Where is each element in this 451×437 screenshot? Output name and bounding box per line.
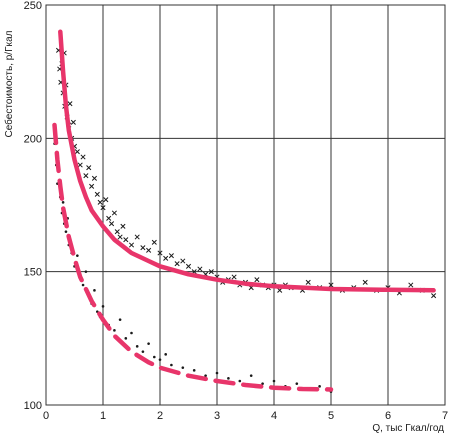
data-point-x (100, 205, 106, 211)
data-point-x (208, 269, 214, 275)
data-point-dot (158, 358, 162, 361)
data-point-x (128, 242, 135, 248)
data-point-x (70, 119, 76, 125)
data-point-dot (227, 377, 230, 380)
data-point-dot (141, 350, 145, 353)
data-point-x (231, 274, 237, 280)
chart-grid (45, 4, 446, 406)
x-tick-label: 2 (157, 410, 163, 422)
data-point-dot (118, 318, 122, 321)
x-axis-label: Q, тыс Гкал/год (372, 423, 444, 434)
data-point-x (91, 175, 98, 181)
data-point-x (111, 210, 117, 216)
data-point-x (114, 229, 120, 235)
data-point-x (140, 245, 146, 251)
data-point-x (97, 199, 103, 205)
data-point-dot (261, 382, 264, 385)
data-point-dot (181, 366, 185, 369)
data-point-x (108, 221, 115, 227)
data-point-x (362, 279, 368, 285)
data-point-dot (130, 331, 133, 335)
data-point-dot (84, 270, 88, 273)
data-point-x (185, 263, 192, 269)
data-point-dot (113, 329, 116, 332)
data-point-dot (153, 355, 156, 359)
y-tick-label: 200 (24, 133, 42, 145)
data-point-x (117, 234, 123, 240)
data-point-dot (76, 254, 79, 257)
data-point-x (77, 162, 83, 168)
data-point-dot (147, 342, 150, 345)
y-tick-label: 150 (24, 267, 42, 279)
data-point-dot (61, 201, 65, 204)
x-tick-label: 5 (328, 410, 334, 422)
data-point-x (180, 258, 186, 264)
data-point-dot (81, 283, 85, 287)
scatter-points (53, 47, 437, 393)
data-point-x (163, 255, 169, 261)
data-point-x (80, 154, 86, 160)
data-point-x (174, 261, 180, 267)
data-point-x (67, 101, 73, 107)
data-point-dot (164, 353, 167, 356)
tick-labels: 0 1 2 3 4 5 6 7 100 150 200 250 (24, 0, 448, 422)
data-point-x (305, 279, 311, 285)
data-point-x (86, 165, 92, 171)
x-tick-label: 4 (271, 410, 277, 422)
data-point-x (168, 253, 174, 259)
data-point-dot (192, 369, 196, 372)
data-point-dot (249, 374, 253, 377)
data-point-dot (170, 363, 173, 367)
fit-curves (52, 29, 436, 392)
data-point-x (431, 293, 437, 299)
data-point-x (157, 250, 163, 256)
data-point-dot (272, 379, 276, 383)
data-point-x (94, 191, 100, 197)
data-point-x (83, 173, 89, 179)
data-point-dot (64, 230, 68, 233)
data-point-dot (215, 371, 219, 375)
plot-frame (45, 4, 446, 406)
x-tick-label: 3 (214, 410, 220, 422)
data-point-x (328, 282, 334, 288)
data-point-dot (135, 345, 139, 348)
data-point-x (106, 215, 112, 221)
x-tick-label: 1 (100, 410, 106, 422)
data-point-x (74, 149, 80, 155)
x-tick-label: 0 (43, 410, 49, 422)
data-point-dot (295, 382, 299, 385)
data-point-x (254, 277, 260, 283)
data-point-x (197, 266, 203, 272)
data-point-x (123, 237, 129, 243)
x-tick-label: 7 (442, 410, 448, 422)
data-point-dot (93, 289, 96, 292)
data-point-x (408, 282, 414, 288)
data-point-dot (124, 337, 128, 340)
y-axis-label: Себестоимость, р/Гкал (3, 30, 15, 137)
data-point-x (89, 183, 95, 189)
y-tick-label: 250 (24, 0, 42, 12)
data-point-x (134, 234, 140, 240)
data-point-dot (318, 385, 321, 388)
y-tick-label: 100 (24, 400, 42, 412)
data-point-x (151, 239, 157, 245)
data-point-x (103, 197, 109, 203)
fit-curve-dashed (52, 122, 334, 392)
x-tick-label: 6 (385, 410, 391, 422)
data-point-x (120, 223, 126, 229)
data-point-x (146, 247, 152, 253)
fit-curve-solid (58, 29, 436, 293)
data-point-dot (101, 305, 105, 308)
data-point-dot (204, 374, 207, 377)
data-point-dot (238, 379, 242, 383)
